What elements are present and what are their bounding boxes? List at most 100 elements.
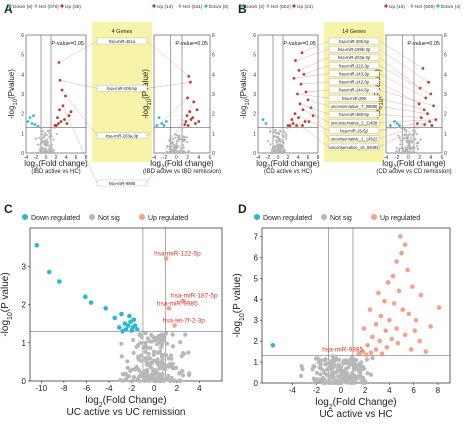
right-volcano-point-nosig [395, 146, 398, 150]
legend-left-marker [266, 4, 270, 8]
connector-left [301, 40, 330, 53]
left-volcano-ytick-label: 3 [253, 92, 256, 98]
point-nosig [144, 355, 149, 361]
left-volcano-point-nosig [48, 135, 51, 138]
point-nosig [323, 362, 328, 367]
left-volcano-point-nosig [55, 133, 58, 136]
point-nosig [146, 351, 151, 357]
left-volcano-point-nosig [43, 142, 46, 145]
point-nosig [157, 335, 162, 340]
left-volcano-point-nosig [49, 137, 52, 140]
right-volcano-xtick-label: 2 [186, 155, 189, 161]
point-nosig [138, 358, 143, 363]
point-nosig [328, 373, 334, 378]
left-volcano-xtick-label: 2 [55, 155, 58, 161]
point-nosig [361, 380, 366, 386]
right-volcano-point-up [191, 116, 195, 119]
connector-right [378, 97, 425, 110]
legend-label: Up regulated [148, 215, 188, 222]
left-volcano-point-up [288, 124, 292, 127]
legend-left-marker [240, 4, 244, 8]
left-volcano-point-nosig [276, 144, 279, 148]
point-up [400, 307, 405, 312]
legend-right-marker [204, 4, 208, 8]
point-nosig [147, 356, 153, 361]
point-nosig [167, 362, 173, 367]
left-volcano-point-nosig [42, 135, 46, 139]
chart-title: UC active vs HC [319, 409, 392, 420]
right-volcano-point-up [189, 118, 193, 121]
connector-right [378, 49, 429, 83]
point-down [120, 328, 125, 334]
xtick-label: 8 [436, 386, 441, 395]
point-up [417, 338, 422, 344]
point-up [436, 305, 442, 310]
point-nosig [119, 341, 124, 346]
ytick-label: 2 [22, 301, 27, 310]
right-volcano-point-nosig [403, 137, 406, 140]
connector-left [295, 48, 330, 61]
point-down [123, 327, 129, 332]
point-down [125, 323, 131, 328]
right-volcano-subtitle: (CD active vs CD remission) [376, 169, 451, 175]
left-volcano-point-nosig [52, 138, 55, 141]
left-volcano-point-up [301, 124, 304, 127]
right-volcano-point-nosig [400, 126, 403, 129]
right-volcano-point-nosig [413, 146, 416, 149]
right-volcano-point-down [164, 120, 168, 123]
right-volcano-point-nosig [181, 143, 185, 146]
panel-c: 0 1 2 3 -10 -8 -6 -4 -2 0 2 4 hsa-miR-122-5p hsa-miR-… [0, 214, 223, 418]
right-volcano-point-up [197, 120, 201, 123]
left-volcano-xtick-label: 6 [307, 155, 310, 161]
point-nosig [178, 339, 183, 345]
left-volcano-point-up [67, 114, 71, 118]
point-nosig [143, 340, 148, 346]
left-volcano-point-nosig [41, 133, 44, 136]
point-up [394, 326, 399, 331]
right-volcano-point-nosig [411, 146, 414, 150]
gene-label: unconservative_15_84084 [329, 145, 379, 150]
connector-left [293, 73, 330, 79]
left-volcano-xtick-label: -4 [256, 155, 261, 161]
gene-label: hsa-miR-144-5p [339, 88, 370, 93]
point-nosig [299, 364, 304, 369]
legend-right-label: NO (509) [415, 4, 435, 10]
gene-label: hsa-miR-9985 [322, 346, 363, 353]
legend-left-marker [292, 4, 296, 8]
right-volcano-point-down [155, 124, 159, 127]
right-volcano-point-up [184, 120, 188, 123]
point-nosig [152, 378, 158, 383]
point-nosig [354, 357, 359, 363]
point-nosig [130, 378, 136, 383]
right-volcano-point-nosig [399, 139, 402, 142]
point-nosig [159, 359, 164, 364]
ytick-label: 3 [22, 262, 27, 271]
point-nosig [160, 341, 165, 347]
gene-label: unconservative_2_14922 [331, 137, 378, 142]
connector-right [378, 81, 420, 104]
point-nosig [339, 374, 344, 379]
left-volcano-point-nosig [273, 146, 277, 149]
point-down [129, 328, 134, 333]
right-volcano-point-nosig [407, 151, 410, 155]
point-nosig [155, 370, 160, 376]
right-volcano-ytick-label: 4 [212, 72, 215, 78]
right-volcano-point-nosig [186, 140, 189, 144]
left-volcano-point-up [303, 120, 307, 123]
left-volcano-point-up [69, 110, 73, 114]
point-up [360, 349, 365, 354]
connector-right [378, 40, 424, 69]
left-volcano-subtitle: (CD active vs HC) [264, 169, 312, 175]
point-nosig [131, 375, 137, 380]
point-up [368, 350, 374, 355]
right-volcano-ytick-label: 3 [212, 92, 215, 98]
point-up [405, 267, 410, 273]
connector-right [378, 119, 436, 123]
right-volcano-point-up [430, 124, 434, 127]
left-volcano-point-nosig [273, 131, 276, 134]
left-volcano-point-nosig [266, 139, 270, 143]
point-up [390, 273, 396, 279]
right-volcano-point-down [395, 122, 399, 125]
legend-left-marker [8, 4, 12, 8]
point-nosig [156, 340, 161, 345]
